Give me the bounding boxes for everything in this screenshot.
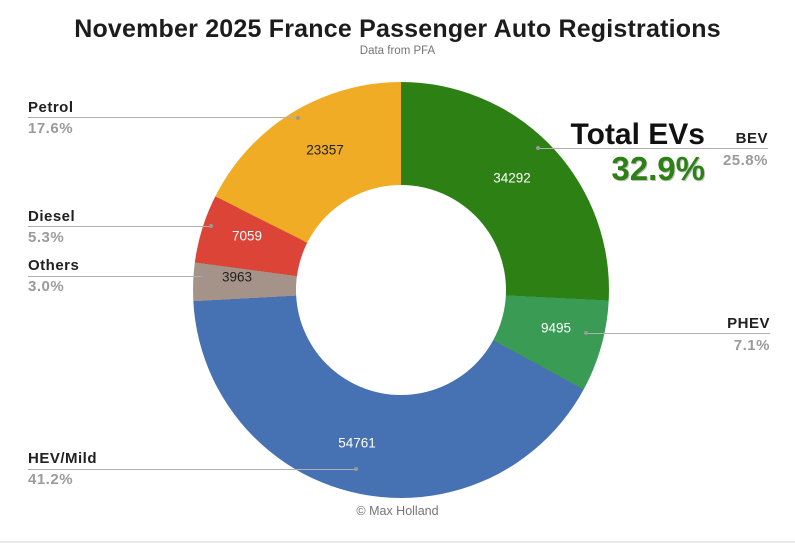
callout-bev-dot [536, 146, 540, 150]
callout-diesel-label: Diesel [28, 208, 76, 225]
total-evs-label: Total EVs [570, 118, 705, 151]
slice-value-diesel: 7059 [231, 228, 263, 244]
callout-hev-dot [354, 467, 358, 471]
callout-hev-label: HEV/Mild [28, 450, 98, 467]
callout-others-line [28, 276, 203, 277]
callout-phev-dot [584, 331, 588, 335]
slice-value-petrol: 23357 [306, 142, 344, 158]
chart-subtitle: Data from PFA [359, 45, 436, 57]
callout-hev-line [28, 469, 356, 470]
chart-title: November 2025 France Passenger Auto Regi… [74, 15, 721, 43]
callout-petrol-dot [296, 116, 300, 120]
callout-phev-pct: 7.1% [733, 337, 770, 354]
callout-others-pct: 3.0% [28, 278, 65, 295]
callout-others-dot [201, 274, 205, 278]
callout-phev-label: PHEV [727, 315, 770, 332]
slice-value-bev: 34292 [493, 170, 531, 186]
callout-hev-pct: 41.2% [28, 471, 74, 488]
slice-value-hev: 54761 [338, 435, 376, 451]
callout-petrol-label: Petrol [28, 99, 74, 116]
credit-line: © Max Holland [356, 504, 439, 518]
callout-petrol-pct: 17.6% [28, 120, 74, 137]
callout-others-label: Others [28, 257, 80, 274]
callout-bev-line [538, 148, 768, 149]
callout-diesel-dot [209, 224, 213, 228]
slice-value-others: 3963 [221, 269, 253, 285]
callout-diesel-pct: 5.3% [28, 229, 65, 246]
donut-hole [296, 185, 506, 395]
callout-phev-line [586, 333, 770, 334]
callout-bev-pct: 25.8% [722, 152, 768, 169]
slice-value-phev: 9495 [540, 320, 572, 336]
callout-diesel-line [28, 226, 211, 227]
callout-bev-label: BEV [735, 130, 768, 147]
callout-petrol-line [28, 117, 298, 118]
total-evs-value: 32.9% [611, 150, 705, 187]
